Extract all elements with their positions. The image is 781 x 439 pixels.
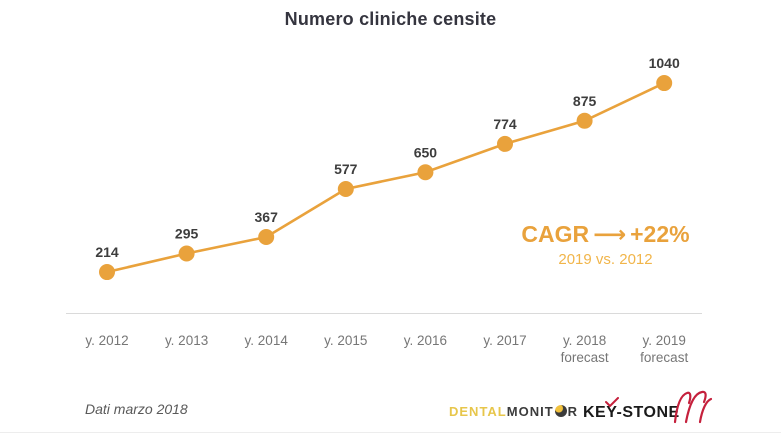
cagr-annotation: CAGR ⟶ +22% 2019 vs. 2012 — [508, 221, 703, 268]
data-point — [99, 264, 115, 281]
chart-line — [106, 81, 665, 274]
x-tick-label: y. 2019 — [643, 333, 686, 348]
x-tick-label: y. 2017 — [483, 333, 526, 348]
x-tick-label: y. 2013 — [165, 333, 208, 348]
keystone-logo-text: KEY-STONE — [583, 404, 680, 421]
keystone-check-icon — [605, 397, 619, 407]
cagr-value: +22% — [630, 221, 690, 247]
chart-title: Numero cliniche censite — [284, 9, 497, 29]
data-point — [178, 245, 195, 262]
monitor-eye-icon — [554, 405, 567, 417]
data-point-label: 295 — [175, 226, 199, 242]
data-point-label: 774 — [493, 116, 517, 132]
arrow-right-icon: ⟶ — [593, 222, 627, 248]
x-tick-label: forecast — [561, 350, 609, 365]
x-tick-label: y. 2018 — [563, 333, 606, 348]
x-tick-label: y. 2012 — [85, 333, 128, 348]
data-point-label: 214 — [95, 244, 119, 260]
data-point — [417, 164, 434, 181]
cagr-main-line: CAGR ⟶ +22% — [508, 221, 703, 248]
data-point — [576, 112, 593, 129]
monitor-logo-text-prefix: MONIT — [506, 404, 554, 419]
dental-logo-text: DENTAL — [449, 404, 507, 419]
source-note: Dati marzo 2018 — [85, 401, 188, 417]
cagr-label: CAGR — [521, 221, 590, 247]
data-point — [258, 229, 275, 246]
x-tick-label: forecast — [640, 350, 688, 365]
data-point-label: 577 — [334, 161, 358, 177]
data-point-label: 650 — [414, 144, 438, 160]
data-point-label: 875 — [573, 93, 597, 109]
x-tick-label: y. 2016 — [404, 333, 447, 348]
data-point — [497, 135, 513, 152]
data-point — [337, 180, 354, 197]
cagr-subtitle: 2019 vs. 2012 — [558, 251, 653, 268]
data-point-label: 1040 — [649, 55, 680, 71]
line-chart: 214 y. 2012 295 y. 2013 367 y. 2014 577 y. 2015… — [66, 55, 702, 365]
keystone-sketch-icon — [673, 390, 713, 424]
bottom-divider — [0, 432, 781, 433]
monitor-logo-text-suffix: R — [567, 404, 579, 419]
dental-monitor-logo: DENTALMONIT R — [449, 404, 578, 419]
data-point — [656, 75, 673, 92]
data-point-label: 367 — [255, 209, 279, 225]
keystone-logo: KEY-STONE — [583, 390, 713, 430]
x-tick-label: y. 2014 — [245, 333, 289, 348]
x-tick-label: y. 2015 — [324, 333, 367, 348]
